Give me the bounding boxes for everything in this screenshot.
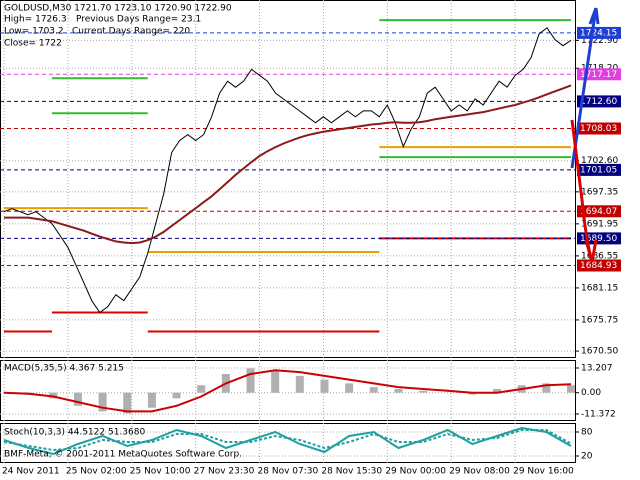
level-label: 1724.15	[580, 28, 617, 38]
level-label-bg	[577, 259, 621, 272]
macd-bar	[345, 383, 354, 393]
macd-bar	[98, 392, 107, 412]
info: Close= 1722	[4, 39, 62, 49]
level-label: 1712.60	[580, 97, 617, 107]
x-tick-label: 25 Nov 02:00	[66, 467, 127, 477]
macd-bar	[147, 392, 156, 408]
stoch-title: Stoch(10,3,3) 44.5122 51.3680	[4, 428, 145, 438]
y-tick-label: 1670.50	[581, 347, 618, 357]
main-frame	[0, 0, 576, 358]
info: Current Days Range= 220	[72, 27, 190, 37]
level-label-bg	[577, 205, 621, 218]
y-tick-label: 1702.60	[581, 156, 618, 166]
macd-bar	[295, 375, 304, 393]
plot: 1722.901718.201702.601697.351691.951686.…	[0, 0, 621, 477]
x-tick-label: 28 Nov 15:30	[321, 467, 382, 477]
info: Previous Days Range= 23.1	[76, 15, 201, 25]
x-tick-label: 27 Nov 23:30	[194, 467, 255, 477]
level-label-bg	[577, 95, 621, 108]
header: GOLDUSD,M30 1721.70 1723.10 1720.90 1722…	[4, 4, 232, 14]
level-label: 1701.05	[580, 165, 617, 175]
macd-bar	[567, 385, 575, 393]
stoch-frame	[0, 423, 576, 463]
macd-bar	[542, 383, 551, 393]
macd-frame	[0, 360, 576, 421]
macd-bar	[246, 368, 255, 393]
x-tick-label: 28 Nov 07:30	[258, 467, 319, 477]
x-tick-label: 29 Nov 00:00	[385, 467, 446, 477]
macd-bar	[394, 388, 403, 393]
macd-bar	[320, 379, 329, 393]
macd-bar	[419, 390, 428, 393]
y-tick-label: 13.207	[581, 363, 613, 373]
info: Low= 1703.2	[4, 27, 64, 37]
macd-title: MACD(5,35,5) 4.367 5.215	[4, 364, 124, 374]
x-tick-label: 29 Nov 08:00	[449, 467, 510, 477]
x-tick-label: 24 Nov 2011	[2, 467, 60, 477]
y-tick-label: 1691.95	[581, 219, 618, 229]
level-label-bg	[577, 122, 621, 135]
level-label: 1689.50	[580, 234, 617, 244]
x-tick-label: 25 Nov 10:00	[130, 467, 191, 477]
level-label: 1684.93	[580, 261, 617, 271]
level-label-bg	[577, 163, 621, 176]
level-label: 1694.07	[580, 207, 617, 217]
macd-bar	[197, 385, 206, 393]
level-label: 1717.17	[580, 70, 617, 80]
x-tick-label: 29 Nov 16:00	[513, 467, 574, 477]
series-line	[3, 426, 572, 456]
y-tick-label: -11.372	[581, 410, 616, 420]
level-label-bg	[577, 26, 621, 39]
y-tick-label: 1697.35	[581, 187, 618, 197]
y-tick-label: 0.00	[581, 388, 601, 398]
series-line	[3, 27, 572, 314]
y-tick-label: 1722.90	[581, 36, 618, 46]
y-tick-label: 1681.15	[581, 283, 618, 293]
y-tick-label: 1675.75	[581, 315, 618, 325]
y-tick-label: 80	[581, 428, 593, 438]
y-tick-label: 1686.55	[581, 251, 618, 261]
macd-bar	[123, 392, 132, 414]
macd-bar	[369, 387, 378, 393]
info: High= 1726.3	[4, 15, 67, 25]
y-tick-label: 20	[581, 452, 593, 462]
down-arrow	[570, 119, 598, 263]
series-line	[3, 429, 572, 452]
level-label: 1708.03	[580, 124, 617, 134]
macd-bar	[172, 392, 181, 399]
macd-bar	[493, 388, 502, 393]
macd-bar	[271, 370, 280, 393]
copyright: BMF-Meta, © 2001-2011 MetaQuotes Softwar…	[4, 450, 242, 460]
series-line	[4, 84, 572, 245]
series-line	[3, 369, 572, 413]
macd-bar	[73, 392, 82, 406]
